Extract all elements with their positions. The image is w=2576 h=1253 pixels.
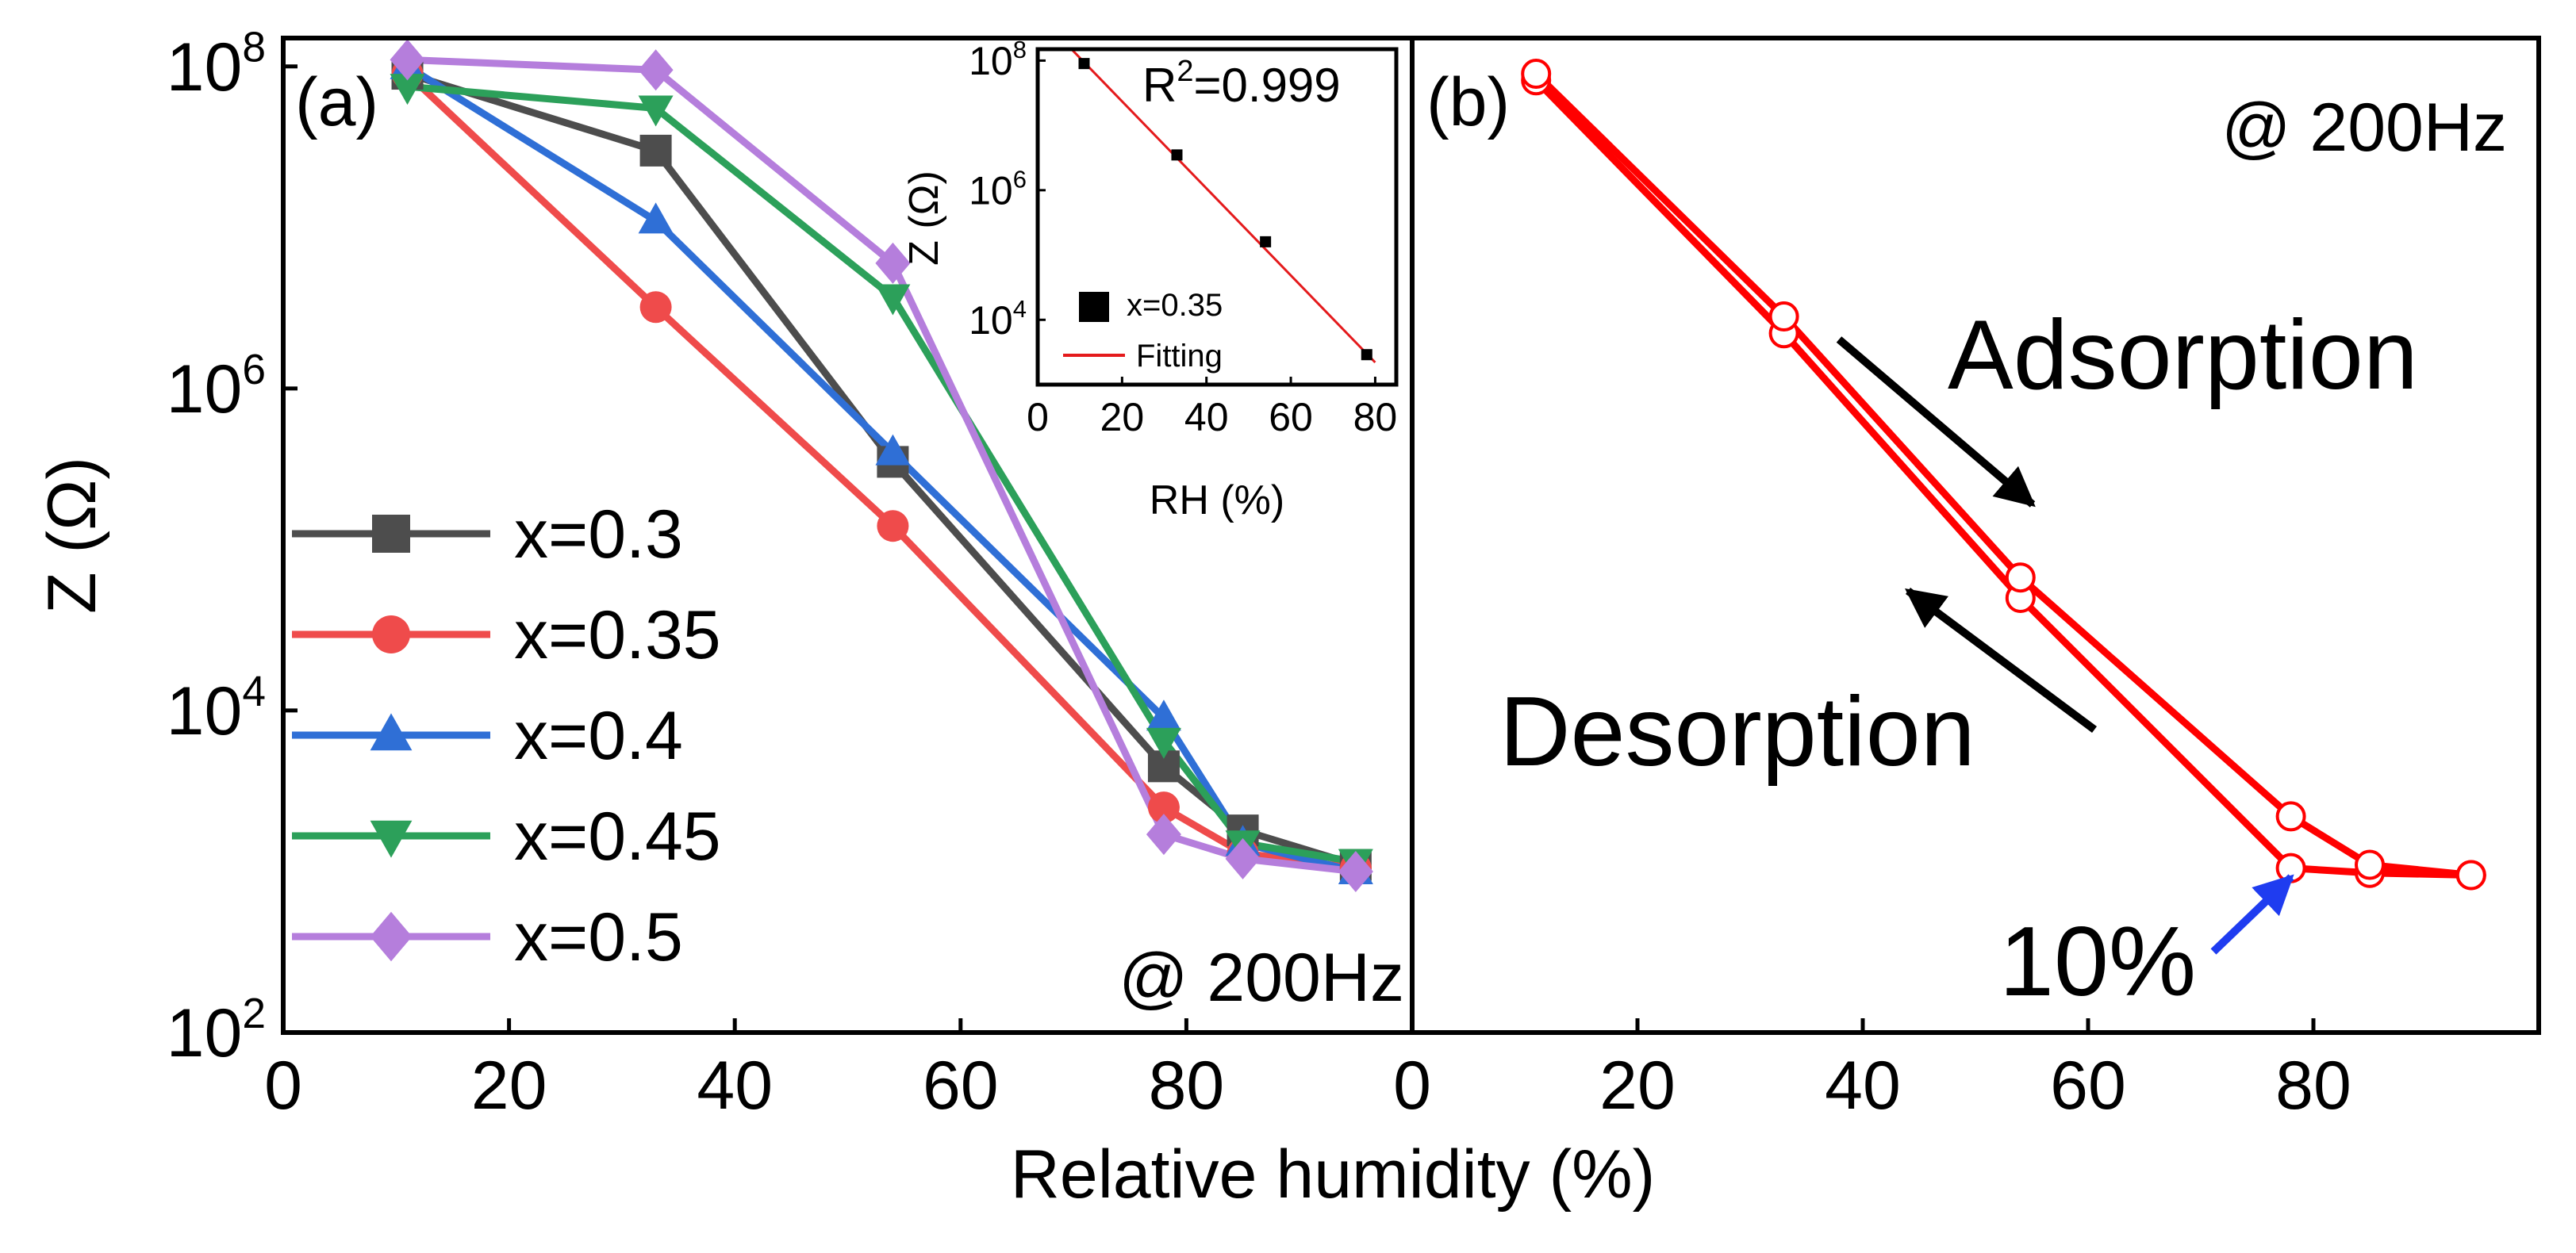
data-point — [1768, 301, 1799, 332]
series-line — [405, 71, 1357, 872]
series-line — [406, 70, 1357, 868]
desorption-arrow — [1904, 587, 2097, 734]
panel-a-y-tick-label: 102 — [167, 991, 266, 1071]
panel-a-x-tick-label: 60 — [923, 1048, 999, 1124]
inset-ticks: 0 20 40 60 80 104 106 108 — [969, 36, 1397, 439]
data-point — [2005, 562, 2036, 593]
data-point — [2455, 860, 2486, 891]
data-point — [875, 284, 911, 316]
data-point — [639, 134, 672, 167]
inset-legend-marker — [1079, 292, 1109, 322]
inset-x-tick-label: 40 — [1184, 395, 1229, 439]
legend-marker — [370, 911, 413, 962]
desorption-label: Desorption — [1499, 677, 1975, 787]
legend-label: x=0.4 — [514, 698, 683, 774]
panel-a-y-tick-label: 104 — [167, 669, 266, 749]
data-point — [1146, 727, 1181, 759]
panel-a-x-tick-label: 40 — [697, 1048, 773, 1124]
panel-a-annotation: @ 200Hz — [1119, 940, 1404, 1016]
panel-a-plot — [390, 39, 1373, 892]
panel-a-y-tick-label: 108 — [167, 25, 266, 105]
hysteresis-arrow — [2210, 874, 2294, 955]
panel-a-y-tick-label: 106 — [167, 347, 266, 427]
inset-data-point — [1078, 58, 1090, 70]
panel-b-x-tick-label: 0 — [1393, 1048, 1431, 1124]
panel-b-x-tick-label: 40 — [1825, 1048, 1901, 1124]
data-point — [1225, 837, 1261, 879]
data-point — [2355, 849, 2385, 880]
data-point — [1146, 814, 1181, 856]
data-point — [1146, 699, 1181, 731]
data-point — [390, 74, 425, 105]
legend-label: x=0.45 — [514, 799, 721, 875]
panel-b-frame — [1410, 36, 2541, 1035]
inset-x-tick-label: 80 — [1353, 395, 1398, 439]
data-point — [2275, 801, 2306, 832]
inset-y-tick-label: 104 — [969, 295, 1027, 343]
panel-b-ticks: 0 20 40 60 80 — [1393, 1018, 2351, 1124]
panel-a-ticks: 0 20 40 60 80 102 104 106 108 — [167, 25, 1225, 1124]
inset-legend-fit-label: Fitting — [1136, 339, 1223, 374]
legend: x=0.3 x=0.35 x=0.4 x=0.45 x=0.5 — [292, 496, 721, 975]
data-point — [875, 242, 911, 284]
series-line — [407, 56, 1357, 876]
data-point — [639, 291, 672, 324]
data-point — [1147, 791, 1180, 824]
inset-x-tick-label: 20 — [1100, 395, 1145, 439]
panel-b-x-tick-label: 80 — [2275, 1048, 2351, 1124]
legend-label: x=0.3 — [514, 496, 683, 573]
hysteresis-label: 10% — [1999, 907, 2196, 1017]
inset-y-tick-label: 106 — [969, 165, 1027, 213]
data-point — [638, 49, 674, 91]
panel-b-label: (b) — [1426, 64, 1510, 140]
inset-data-point — [1171, 149, 1183, 161]
data-point — [877, 510, 909, 542]
inset-data-point — [1260, 236, 1272, 247]
panel-a-x-tick-label: 0 — [264, 1048, 302, 1124]
series-line — [1533, 78, 2471, 879]
panel-a-label: (a) — [295, 64, 378, 140]
series-line — [407, 82, 1357, 866]
y-axis-title: Z (Ω) — [34, 457, 110, 614]
legend-marker — [372, 515, 410, 553]
data-point — [1521, 59, 1552, 90]
inset-x-axis-title: RH (%) — [1150, 477, 1284, 523]
legend-marker — [370, 713, 413, 751]
panel-b-x-tick-label: 20 — [1599, 1048, 1676, 1124]
inset-plot — [1070, 48, 1376, 364]
inset-r2-label: R2=0.999 — [1142, 55, 1341, 112]
series-line — [1534, 71, 2472, 879]
fit-line — [1070, 48, 1376, 364]
data-point — [875, 434, 911, 466]
inset-x-tick-label: 0 — [1027, 395, 1049, 439]
panel-b-plot — [1521, 59, 2486, 891]
data-point — [638, 95, 674, 127]
inset-y-axis-title: Z (Ω) — [901, 171, 947, 266]
legend-label: x=0.35 — [514, 597, 721, 673]
panel-b: 0 20 40 60 80 (b) @ 200Hz Adsorption Desorpt… — [1393, 36, 2541, 1124]
adsorption-arrow — [1836, 336, 2036, 508]
panel-b-x-tick-label: 60 — [2050, 1048, 2126, 1124]
legend-marker — [370, 820, 413, 858]
panel-b-annotation: @ 200Hz — [2221, 90, 2507, 166]
panel-a-x-tick-label: 80 — [1149, 1048, 1225, 1124]
data-point — [638, 202, 674, 234]
data-point — [390, 39, 425, 81]
legend-label: x=0.5 — [514, 899, 683, 975]
inset-legend-points-label: x=0.35 — [1127, 288, 1223, 323]
inset-data-point — [1361, 349, 1372, 361]
inset-background — [1027, 46, 1402, 387]
inset-x-tick-label: 60 — [1269, 395, 1313, 439]
adsorption-label: Adsorption — [1948, 301, 2418, 410]
panel-a-x-tick-label: 20 — [471, 1048, 547, 1124]
legend-marker — [372, 615, 410, 653]
inset-chart: 0 20 40 60 80 104 106 108 R2=0.999 RH (%) Z (Ω)… — [901, 36, 1402, 523]
x-axis-title: Relative humidity (%) — [1011, 1136, 1655, 1213]
inset-y-tick-label: 108 — [969, 36, 1027, 83]
data-point — [1338, 850, 1373, 892]
inset-frame — [1035, 47, 1399, 387]
